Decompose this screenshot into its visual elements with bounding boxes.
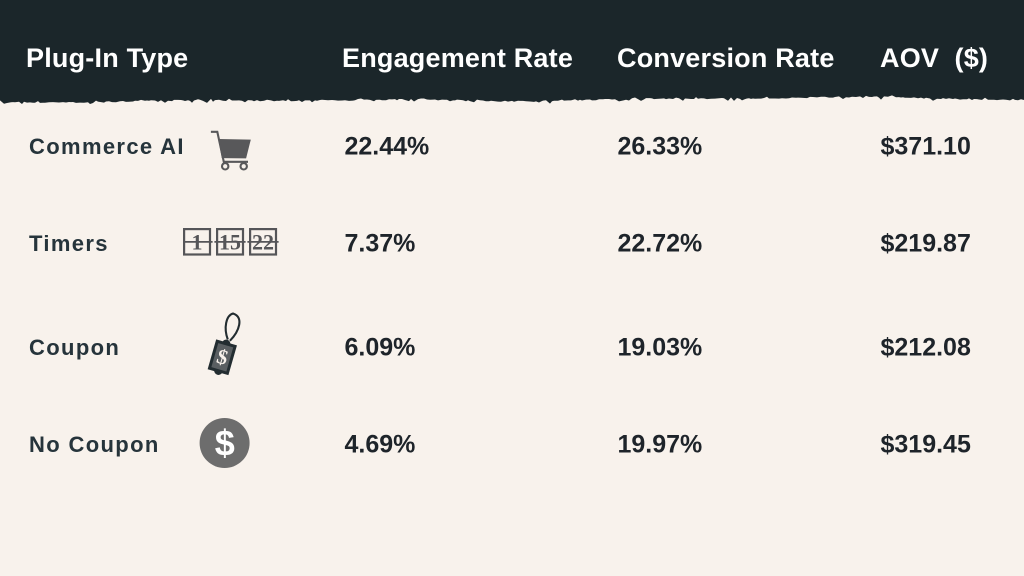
svg-text:22: 22 bbox=[252, 229, 274, 254]
svg-text:15: 15 bbox=[219, 229, 241, 254]
svg-text:1: 1 bbox=[192, 229, 203, 254]
svg-text:$: $ bbox=[215, 423, 235, 464]
